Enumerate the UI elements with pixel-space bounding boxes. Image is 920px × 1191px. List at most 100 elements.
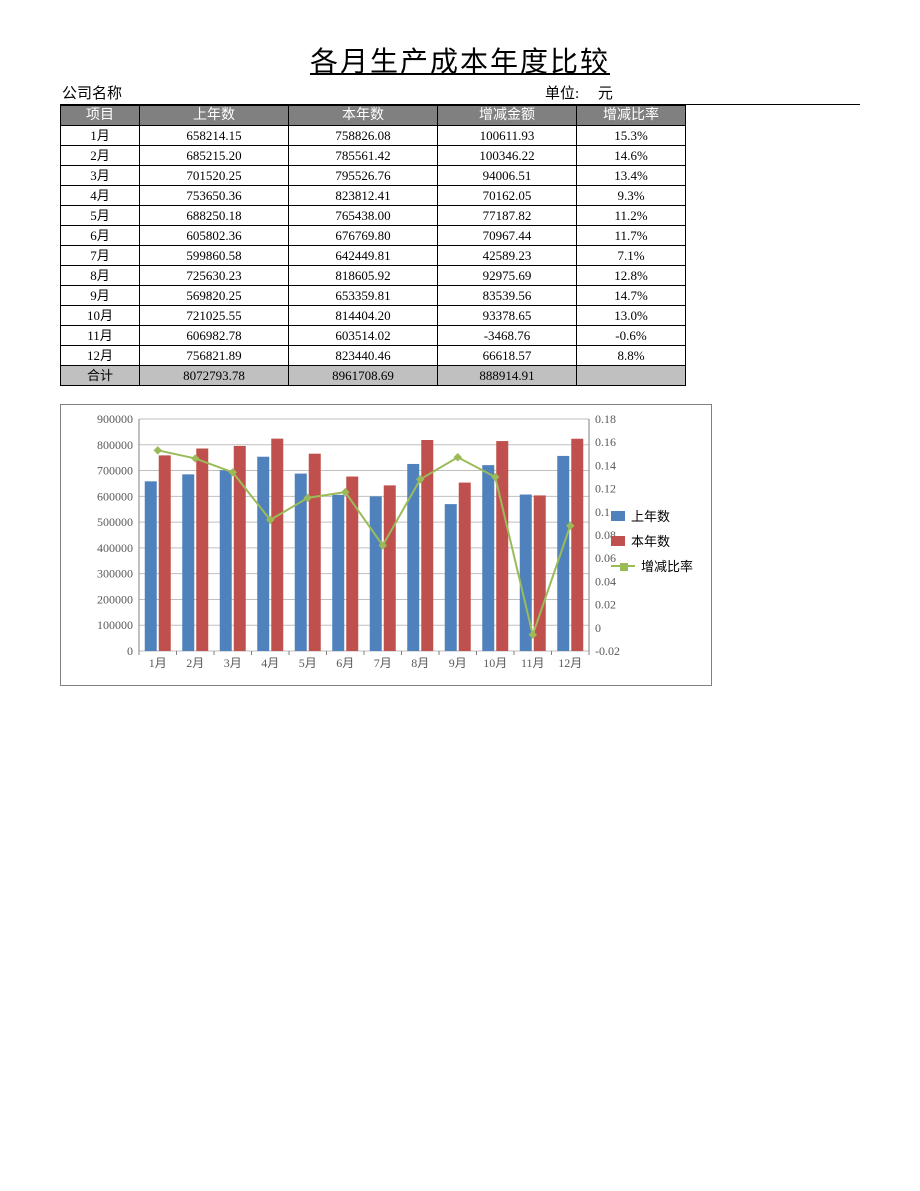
svg-text:0.02: 0.02 xyxy=(595,598,616,612)
svg-text:4月: 4月 xyxy=(261,656,279,670)
legend-line-icon xyxy=(611,565,635,567)
meta-row: 公司名称 单位: 元 xyxy=(60,82,860,105)
table-cell: 795526.76 xyxy=(289,166,438,186)
table-cell: 77187.82 xyxy=(438,206,577,226)
table-cell: 13.0% xyxy=(577,306,686,326)
table-total-cell xyxy=(577,366,686,386)
table-row: 3月701520.25795526.7694006.5113.4% xyxy=(61,166,686,186)
table-cell: 70967.44 xyxy=(438,226,577,246)
table-row: 5月688250.18765438.0077187.8211.2% xyxy=(61,206,686,226)
table-cell: 10月 xyxy=(61,306,140,326)
legend-swatch xyxy=(611,511,625,521)
table-total-cell: 888914.91 xyxy=(438,366,577,386)
svg-text:8月: 8月 xyxy=(411,656,429,670)
table-cell: 642449.81 xyxy=(289,246,438,266)
table-cell: 756821.89 xyxy=(140,346,289,366)
svg-text:10月: 10月 xyxy=(483,656,507,670)
svg-text:800000: 800000 xyxy=(97,438,133,452)
table-row: 11月606982.78603514.02-3468.76-0.6% xyxy=(61,326,686,346)
svg-text:600000: 600000 xyxy=(97,489,133,503)
legend-label: 本年数 xyxy=(631,531,670,550)
table-cell: 11.7% xyxy=(577,226,686,246)
table-cell: 14.6% xyxy=(577,146,686,166)
th-item: 项目 xyxy=(61,106,140,126)
legend-label: 上年数 xyxy=(631,506,670,525)
svg-text:5月: 5月 xyxy=(299,656,317,670)
table-cell: 685215.20 xyxy=(140,146,289,166)
table-cell: 688250.18 xyxy=(140,206,289,226)
table-cell: 599860.58 xyxy=(140,246,289,266)
table-cell: 653359.81 xyxy=(289,286,438,306)
cost-chart: 0100000200000300000400000500000600000700… xyxy=(60,404,712,686)
svg-text:0.14: 0.14 xyxy=(595,458,616,472)
svg-text:11月: 11月 xyxy=(521,656,545,670)
legend-item: 上年数 xyxy=(611,506,693,525)
th-ratio: 增减比率 xyxy=(577,106,686,126)
table-cell: -0.6% xyxy=(577,326,686,346)
svg-text:400000: 400000 xyxy=(97,541,133,555)
table-cell: 92975.69 xyxy=(438,266,577,286)
th-diff: 增减金额 xyxy=(438,106,577,126)
table-cell: 94006.51 xyxy=(438,166,577,186)
svg-text:1月: 1月 xyxy=(149,656,167,670)
unit-label: 单位: xyxy=(545,86,579,102)
table-row: 6月605802.36676769.8070967.4411.7% xyxy=(61,226,686,246)
legend-item: 本年数 xyxy=(611,531,693,550)
svg-text:0: 0 xyxy=(127,644,133,658)
table-cell: 66618.57 xyxy=(438,346,577,366)
svg-text:6月: 6月 xyxy=(336,656,354,670)
table-cell: 818605.92 xyxy=(289,266,438,286)
svg-text:0.16: 0.16 xyxy=(595,435,616,449)
table-cell: 11.2% xyxy=(577,206,686,226)
table-cell: 3月 xyxy=(61,166,140,186)
svg-text:2月: 2月 xyxy=(186,656,204,670)
table-cell: 765438.00 xyxy=(289,206,438,226)
table-cell: 93378.65 xyxy=(438,306,577,326)
unit-value: 元 xyxy=(598,86,613,102)
svg-text:500000: 500000 xyxy=(97,515,133,529)
table-cell: 100611.93 xyxy=(438,126,577,146)
svg-text:0.18: 0.18 xyxy=(595,412,616,426)
svg-text:200000: 200000 xyxy=(97,592,133,606)
table-cell: 606982.78 xyxy=(140,326,289,346)
svg-text:0.12: 0.12 xyxy=(595,482,616,496)
table-cell: 14.7% xyxy=(577,286,686,306)
table-cell: 11月 xyxy=(61,326,140,346)
table-total-cell: 8072793.78 xyxy=(140,366,289,386)
table-cell: 1月 xyxy=(61,126,140,146)
table-cell: 676769.80 xyxy=(289,226,438,246)
svg-text:9月: 9月 xyxy=(449,656,467,670)
table-cell: 83539.56 xyxy=(438,286,577,306)
svg-text:3月: 3月 xyxy=(224,656,242,670)
table-cell: 814404.20 xyxy=(289,306,438,326)
svg-text:700000: 700000 xyxy=(97,464,133,478)
table-cell: 70162.05 xyxy=(438,186,577,206)
svg-text:900000: 900000 xyxy=(97,412,133,426)
table-cell: 8月 xyxy=(61,266,140,286)
table-cell: 5月 xyxy=(61,206,140,226)
table-cell: 42589.23 xyxy=(438,246,577,266)
svg-text:300000: 300000 xyxy=(97,567,133,581)
table-cell: 100346.22 xyxy=(438,146,577,166)
svg-text:0: 0 xyxy=(595,621,601,635)
table-cell: 12月 xyxy=(61,346,140,366)
table-cell: 9月 xyxy=(61,286,140,306)
legend-label: 增减比率 xyxy=(641,556,693,575)
svg-text:0.1: 0.1 xyxy=(595,505,610,519)
table-row: 10月721025.55814404.2093378.6513.0% xyxy=(61,306,686,326)
table-cell: 823812.41 xyxy=(289,186,438,206)
table-cell: -3468.76 xyxy=(438,326,577,346)
chart-legend: 上年数本年数增减比率 xyxy=(611,500,693,581)
company-label: 公司名称 xyxy=(62,82,375,103)
page-title: 各月生产成本年度比较 xyxy=(60,40,860,80)
table-cell: 12.8% xyxy=(577,266,686,286)
table-total-cell: 8961708.69 xyxy=(289,366,438,386)
unit-cell: 单位: 元 xyxy=(375,82,858,103)
table-cell: 13.4% xyxy=(577,166,686,186)
table-cell: 701520.25 xyxy=(140,166,289,186)
table-row: 8月725630.23818605.9292975.6912.8% xyxy=(61,266,686,286)
table-row: 9月569820.25653359.8183539.5614.7% xyxy=(61,286,686,306)
legend-swatch xyxy=(611,536,625,546)
table-row: 4月753650.36823812.4170162.059.3% xyxy=(61,186,686,206)
table-total-row: 合计8072793.788961708.69888914.91 xyxy=(61,366,686,386)
